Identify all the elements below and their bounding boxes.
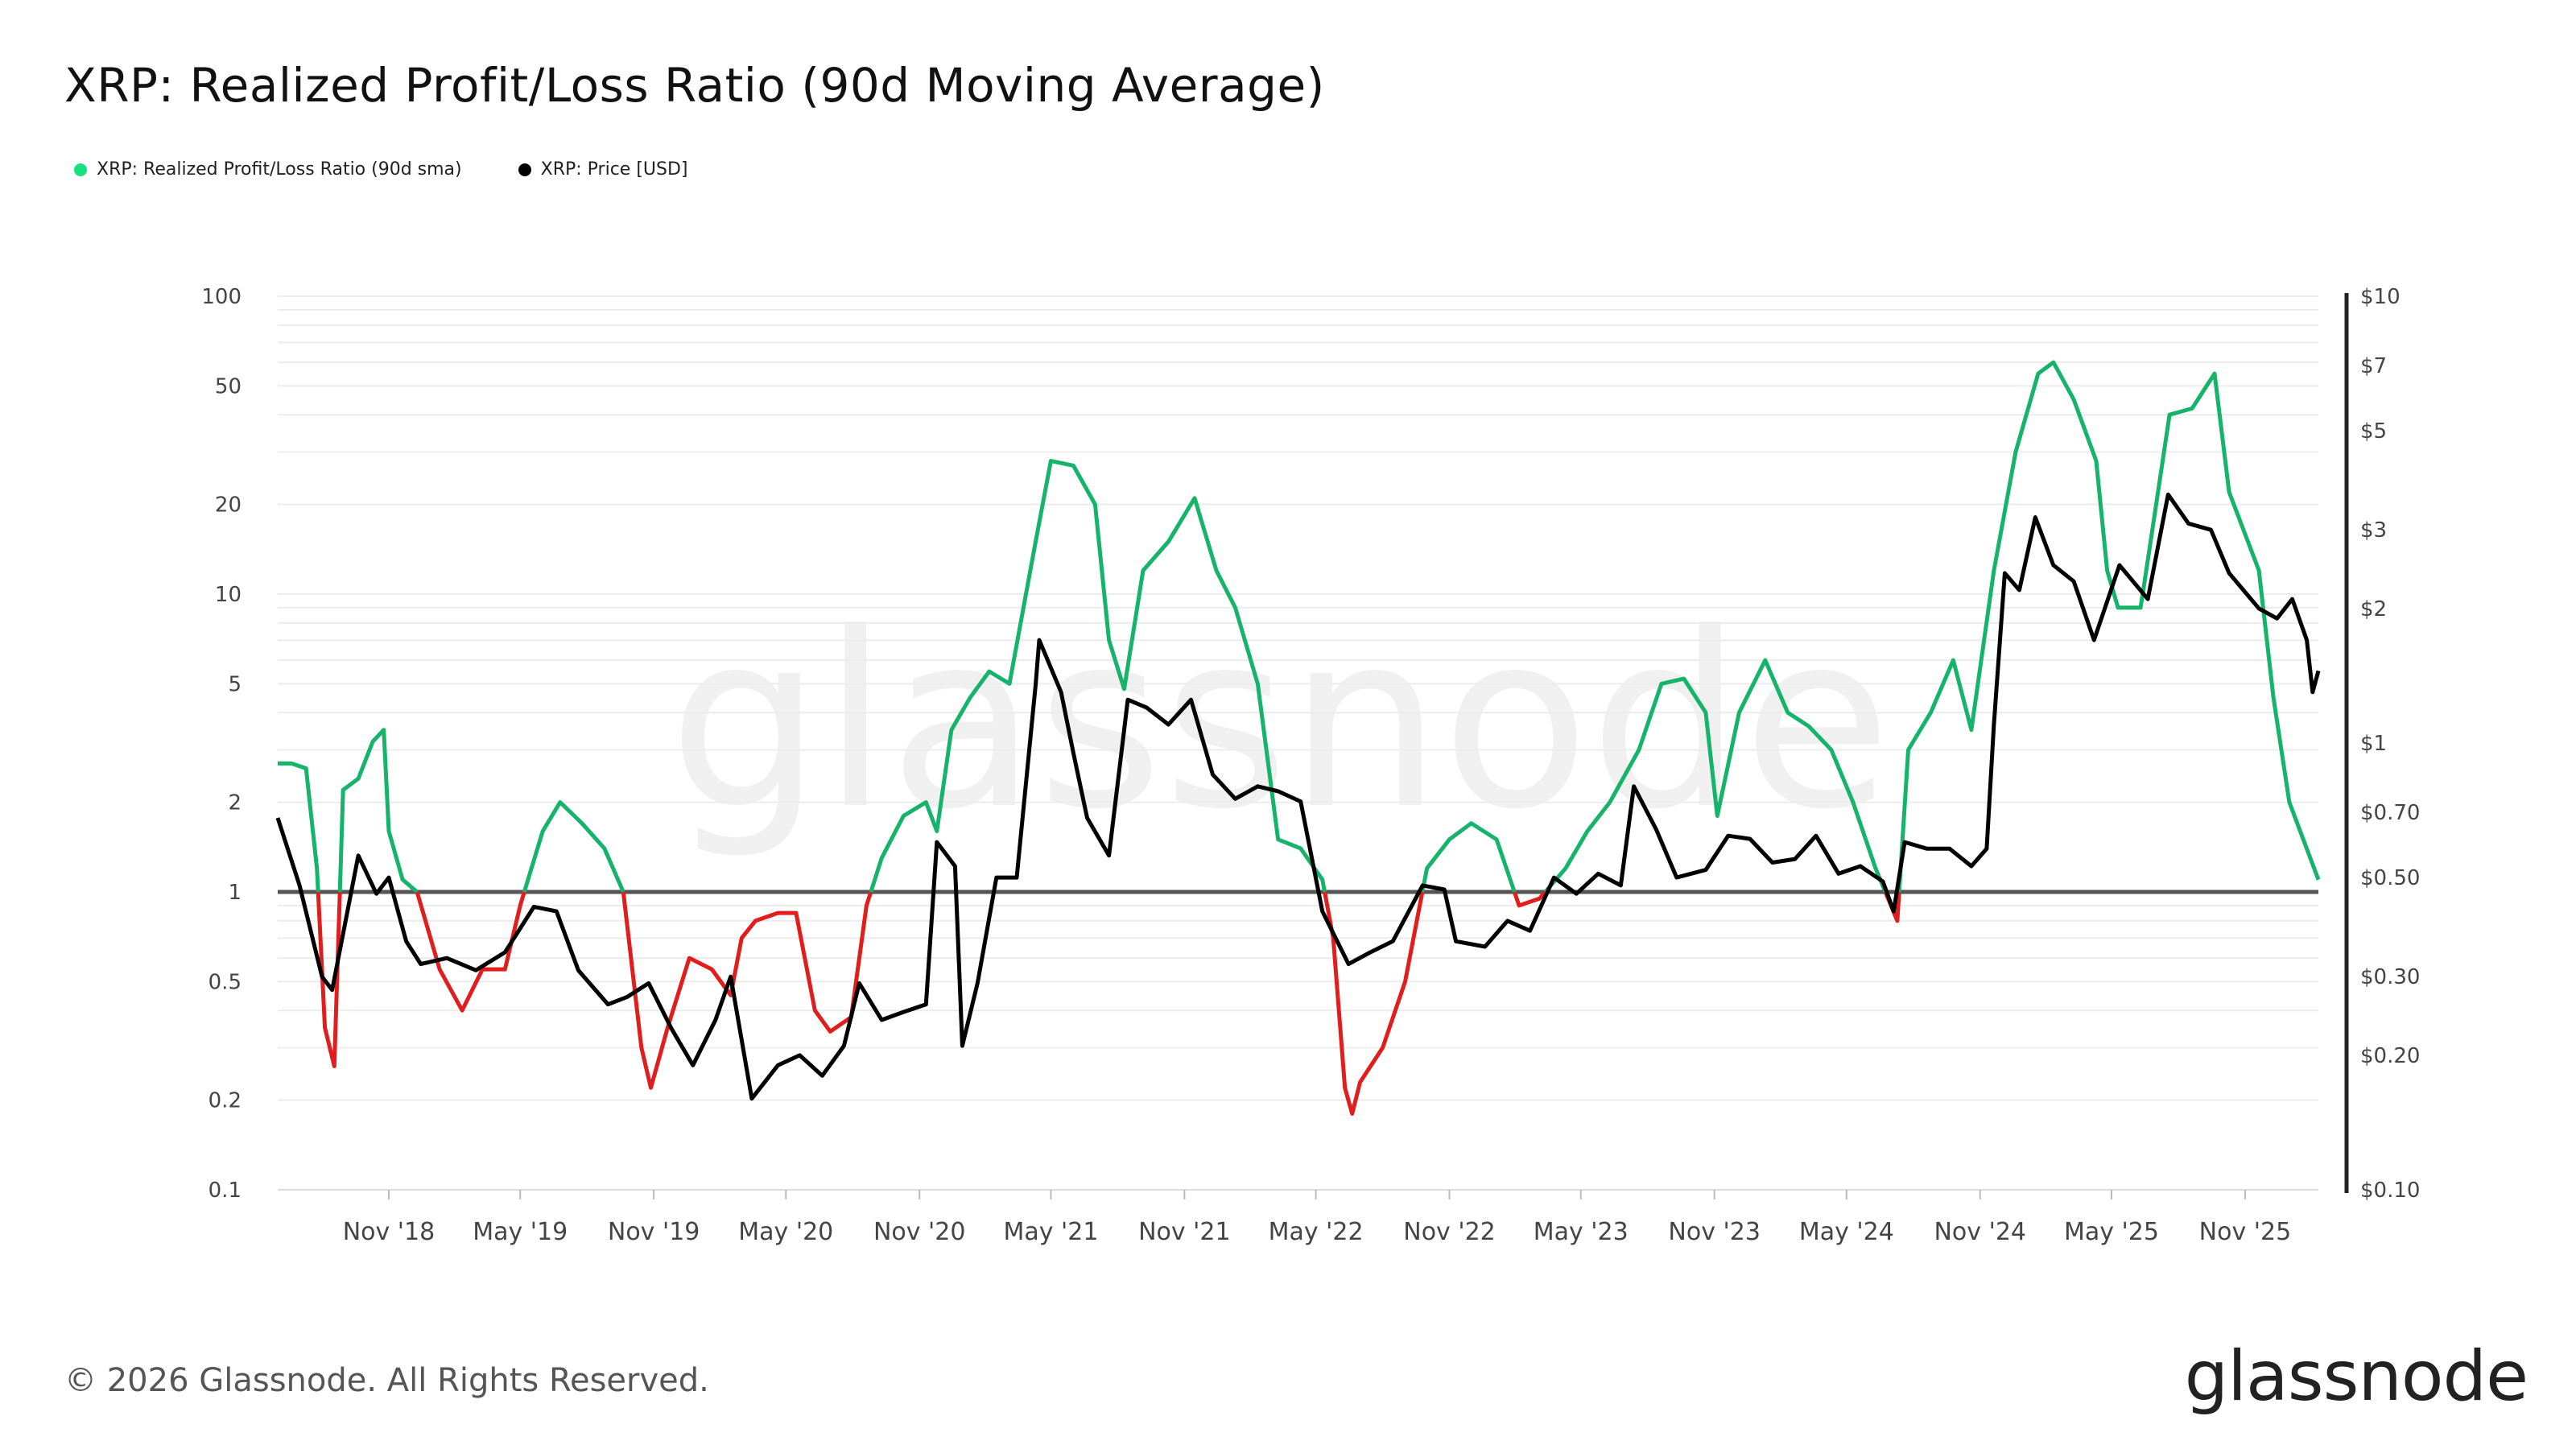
right-axis: $10 $7 $5 $3 $2 $1 $0.70 $0.50 $0.30 $0.20 $0.10 (2344, 285, 2420, 1203)
left-tick-label: 2 (228, 791, 242, 815)
x-tick-label: Nov '24 (1934, 1218, 2026, 1246)
brand-logo: glassnode (2184, 1336, 2529, 1417)
x-tick-label: May '24 (1799, 1218, 1894, 1246)
x-tick-label: May '19 (473, 1218, 568, 1246)
left-tick-label: 0.5 (208, 970, 242, 994)
ratio-line-loss (621, 891, 873, 1090)
x-tick-label: Nov '22 (1403, 1218, 1496, 1246)
left-axis: 100 50 20 10 5 2 1 0.5 0.2 0.1 (201, 285, 242, 1203)
legend-label-price: XRP: Price [USD] (540, 159, 688, 180)
ratio-line-loss (316, 891, 342, 1068)
x-tick-label: Nov '25 (2199, 1218, 2292, 1246)
right-tick-label: $3 (2360, 518, 2387, 543)
ratio-line-profit (522, 800, 625, 893)
x-tick-label: Nov '18 (343, 1218, 436, 1246)
legend-label-ratio: XRP: Realized Profit/Loss Ratio (90d sma… (97, 159, 462, 180)
left-tick-label: 20 (215, 493, 242, 518)
right-tick-label: $2 (2360, 597, 2387, 621)
legend-item-price[interactable]: XRP: Price [USD] (518, 159, 688, 180)
ratio-line-profit (278, 761, 320, 893)
price-line (275, 492, 2321, 1101)
left-tick-label: 50 (215, 374, 242, 398)
ratio-line-loss (1512, 890, 1547, 908)
right-tick-label: $0.30 (2360, 965, 2420, 989)
legend-dot-price (518, 163, 531, 176)
right-tick-label: $0.70 (2360, 801, 2420, 825)
x-tick-label: May '23 (1534, 1218, 1629, 1246)
ratio-line-loss (1323, 891, 1425, 1116)
ratio-line-loss (415, 891, 526, 1013)
right-tick-label: $5 (2360, 419, 2387, 444)
left-tick-label: 10 (215, 583, 242, 607)
x-tick-label: May '20 (738, 1218, 833, 1246)
right-tick-label: $7 (2360, 354, 2387, 378)
legend-dot-ratio (74, 163, 87, 176)
left-tick-label: 100 (201, 285, 242, 309)
x-tick-label: Nov '21 (1138, 1218, 1231, 1246)
x-tick-label: May '22 (1269, 1218, 1364, 1246)
left-tick-label: 0.1 (208, 1179, 242, 1203)
left-tick-label: 0.2 (208, 1089, 242, 1113)
series-price (275, 492, 2321, 1101)
ratio-line-profit (1543, 658, 1888, 894)
ratio-line-profit (1897, 360, 2321, 893)
right-tick-label: $10 (2360, 285, 2401, 309)
left-tick-label: 1 (228, 881, 242, 905)
right-tick-label: $0.10 (2360, 1179, 2420, 1203)
x-tick-label: Nov '19 (608, 1218, 700, 1246)
chart-legend: XRP: Realized Profit/Loss Ratio (90d sma… (74, 159, 688, 180)
copyright-footer: © 2026 Glassnode. All Rights Reserved. (64, 1362, 709, 1399)
series-realized-profit-loss-ratio (278, 360, 2321, 1116)
right-tick-label: $0.20 (2360, 1044, 2420, 1068)
x-tick-label: May '25 (2064, 1218, 2159, 1246)
legend-item-ratio[interactable]: XRP: Realized Profit/Loss Ratio (90d sma… (74, 159, 462, 180)
x-tick-label: Nov '20 (873, 1218, 966, 1246)
left-tick-label: 5 (228, 672, 242, 696)
ratio-line-profit (1420, 821, 1517, 893)
right-tick-label: $1 (2360, 732, 2387, 756)
x-tick-label: Nov '23 (1668, 1218, 1761, 1246)
right-tick-label: $0.50 (2360, 866, 2420, 890)
ratio-line-profit (337, 728, 419, 894)
x-tick-label: May '21 (1003, 1218, 1098, 1246)
x-axis: Nov '18 May '19 Nov '19 May '20 Nov '20 May '… (278, 1189, 2318, 1246)
ratio-line-profit (869, 459, 1327, 893)
watermark: glassnode (669, 581, 1892, 862)
chart-title: XRP: Realized Profit/Loss Ratio (90d Mov… (64, 58, 1325, 113)
